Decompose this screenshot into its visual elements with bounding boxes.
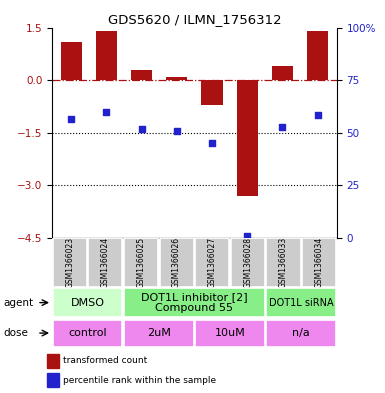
Text: GSM1366025: GSM1366025 (137, 237, 146, 288)
Text: percentile rank within the sample: percentile rank within the sample (63, 376, 216, 385)
Text: DOT1L inhibitor [2]
Compound 55: DOT1L inhibitor [2] Compound 55 (141, 292, 248, 313)
Bar (88, 238, 122, 287)
Text: n/a: n/a (292, 328, 310, 338)
Bar (266, 288, 336, 317)
Text: GSM1366034: GSM1366034 (315, 237, 323, 288)
Text: control: control (68, 328, 107, 338)
Bar (124, 288, 265, 317)
Bar (195, 238, 229, 287)
Bar (124, 320, 194, 347)
Bar (266, 238, 301, 287)
Bar (53, 288, 122, 317)
Bar (201, 80, 223, 105)
Text: GSM1366023: GSM1366023 (65, 237, 74, 288)
Text: 10uM: 10uM (215, 328, 245, 338)
Point (315, 112, 321, 118)
Point (104, 108, 110, 115)
Bar (266, 320, 336, 347)
Text: GSM1366024: GSM1366024 (101, 237, 110, 288)
Bar (302, 238, 336, 287)
Text: GSM1366026: GSM1366026 (172, 237, 181, 288)
Bar (307, 31, 328, 80)
Text: transformed count: transformed count (63, 356, 147, 365)
Text: GSM1366028: GSM1366028 (243, 237, 252, 288)
Text: DOT1L siRNA: DOT1L siRNA (269, 298, 333, 308)
Bar (47, 373, 59, 387)
Bar (47, 354, 59, 368)
Bar (195, 320, 265, 347)
Text: 2uM: 2uM (147, 328, 171, 338)
Bar (124, 238, 158, 287)
Bar (53, 238, 87, 287)
Bar (53, 320, 122, 347)
Point (279, 124, 285, 130)
Point (139, 126, 145, 132)
Text: DMSO: DMSO (70, 298, 105, 308)
Bar (166, 77, 187, 80)
Bar (231, 238, 265, 287)
Text: agent: agent (4, 298, 34, 308)
Point (174, 128, 180, 134)
Point (68, 116, 74, 122)
Bar (61, 42, 82, 80)
Bar (237, 80, 258, 196)
Text: GSM1366033: GSM1366033 (279, 237, 288, 288)
Bar (272, 66, 293, 80)
Point (244, 233, 250, 239)
Point (209, 140, 215, 146)
Title: GDS5620 / ILMN_1756312: GDS5620 / ILMN_1756312 (108, 13, 281, 26)
Bar (159, 238, 194, 287)
Text: dose: dose (4, 328, 29, 338)
Bar (96, 31, 117, 80)
Text: GSM1366027: GSM1366027 (208, 237, 217, 288)
Bar (131, 70, 152, 80)
